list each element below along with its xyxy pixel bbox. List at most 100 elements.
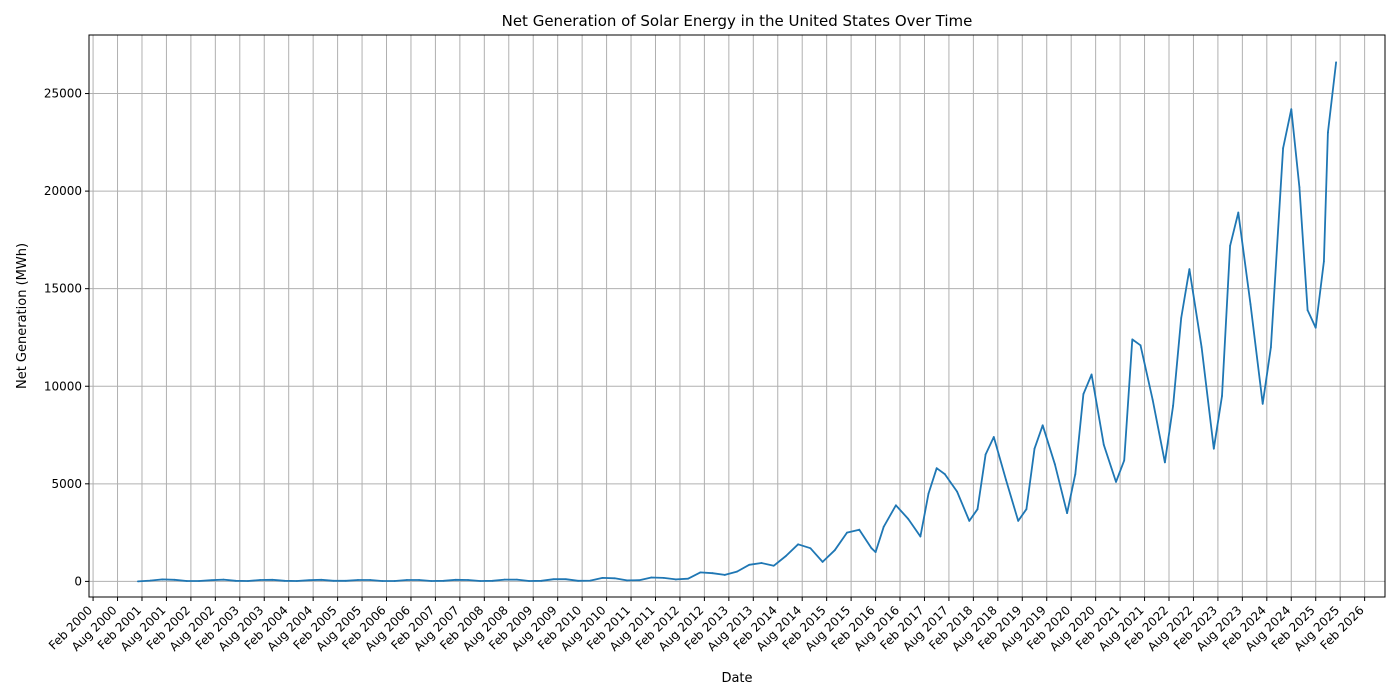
data-point — [919, 535, 922, 538]
data-point — [662, 576, 665, 579]
data-point — [198, 580, 200, 582]
data-point — [674, 578, 677, 581]
y-tick-label: 0 — [74, 574, 82, 588]
data-point — [956, 490, 958, 493]
data-point — [161, 578, 164, 581]
data-point — [491, 579, 494, 582]
data-point — [503, 578, 506, 581]
data-point — [772, 564, 775, 567]
data-point — [442, 579, 445, 582]
chart-title: Net Generation of Solar Energy in the Un… — [502, 12, 973, 30]
data-point — [846, 531, 848, 534]
data-point — [895, 504, 897, 507]
data-point — [405, 579, 408, 581]
data-point — [540, 579, 543, 582]
data-point — [320, 578, 323, 581]
data-point — [833, 549, 836, 552]
data-point — [1005, 479, 1007, 481]
data-point — [308, 579, 310, 582]
data-point — [1335, 61, 1337, 64]
data-point — [626, 579, 628, 582]
data-point — [907, 518, 910, 520]
data-point — [650, 576, 653, 579]
data-point — [943, 473, 946, 475]
data-point — [711, 572, 714, 575]
data-point — [1212, 447, 1215, 450]
plot-frame — [88, 34, 1386, 598]
data-point — [927, 492, 930, 495]
data-point — [564, 578, 567, 581]
data-point — [1298, 186, 1301, 189]
data-point — [809, 547, 812, 550]
data-point — [1229, 244, 1232, 247]
data-point — [332, 579, 335, 582]
data-point — [381, 580, 384, 582]
data-point — [976, 508, 979, 511]
data-point — [1164, 461, 1166, 464]
data-point — [1102, 443, 1105, 446]
data-point — [589, 579, 592, 582]
data-point — [467, 579, 469, 581]
data-point — [1074, 473, 1077, 475]
data-point — [528, 580, 531, 582]
data-point — [870, 547, 873, 550]
data-point — [1025, 508, 1028, 511]
data-point — [283, 579, 286, 582]
data-point — [858, 528, 861, 531]
data-point — [210, 579, 213, 582]
data-point — [736, 570, 738, 573]
data-point — [185, 580, 188, 582]
data-point — [234, 579, 237, 582]
data-point — [1017, 519, 1020, 522]
data-point — [1306, 309, 1309, 312]
data-point — [748, 563, 751, 566]
data-point — [882, 525, 885, 528]
data-point — [1041, 424, 1044, 427]
data-point — [1290, 108, 1293, 111]
data-point — [454, 578, 457, 581]
data-point — [874, 551, 877, 554]
data-point — [601, 576, 604, 579]
data-point — [1053, 463, 1056, 466]
data-point — [1082, 393, 1085, 395]
data-point — [137, 580, 139, 583]
data-point — [1033, 447, 1036, 450]
y-tick-label: 25000 — [44, 87, 82, 101]
data-point — [1172, 404, 1174, 407]
data-point — [935, 467, 938, 470]
data-point — [1327, 131, 1329, 134]
y-tick-label: 20000 — [44, 184, 82, 198]
data-point — [430, 580, 433, 582]
data-point — [222, 578, 225, 581]
data-point — [173, 578, 176, 581]
data-point — [577, 579, 579, 582]
data-point — [259, 579, 262, 581]
data-point — [1131, 338, 1134, 341]
data-point — [1188, 268, 1191, 271]
data-point — [1200, 346, 1203, 349]
data-point — [968, 519, 971, 522]
data-point — [369, 579, 372, 581]
data-point — [1090, 373, 1093, 376]
data-point — [149, 579, 152, 582]
series-line — [137, 62, 1337, 583]
data-point — [271, 578, 274, 581]
data-point — [1115, 480, 1117, 483]
x-axis-title: Date — [721, 671, 752, 686]
data-point — [1314, 326, 1317, 329]
data-point — [821, 560, 824, 563]
data-point — [984, 453, 987, 456]
data-point — [723, 574, 726, 576]
data-point — [1139, 344, 1142, 347]
data-point — [613, 577, 616, 580]
data-point — [760, 562, 763, 564]
series-layer — [137, 61, 1337, 583]
data-point — [1151, 399, 1154, 401]
data-point — [638, 579, 641, 582]
y-tick-label: 15000 — [44, 282, 82, 296]
data-point — [418, 579, 421, 581]
data-point — [687, 577, 689, 580]
data-point — [479, 580, 482, 582]
